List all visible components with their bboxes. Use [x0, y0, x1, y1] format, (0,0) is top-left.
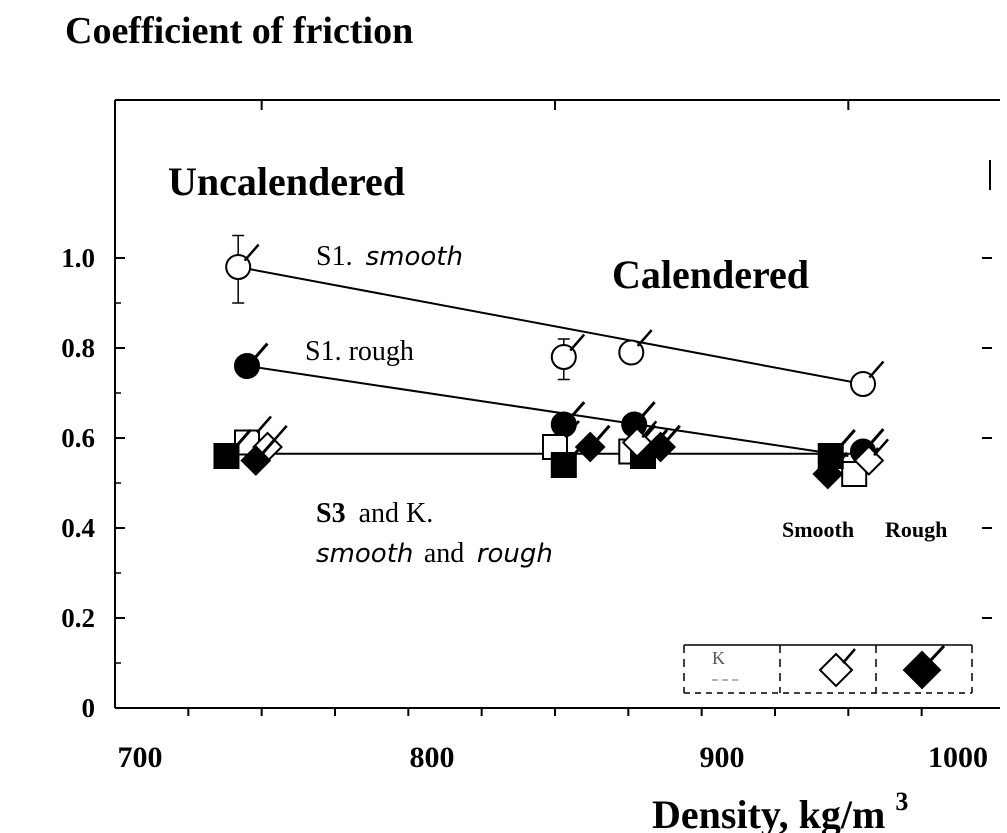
x-axis-tick-labels: 700 800 900 1000 [118, 741, 989, 774]
y-tick-label: 0.6 [61, 423, 95, 453]
data-point-filled-diamond [812, 451, 849, 490]
data-point-filled-diamond [240, 438, 277, 476]
y-axis-ticks [115, 257, 992, 709]
x-tick-label: 800 [410, 741, 455, 774]
data-point-filled-square [213, 429, 252, 469]
uncalendered-label: Uncalendered [168, 159, 405, 204]
data-point-open-circle [225, 243, 260, 280]
legend-open-diamond-icon [818, 648, 856, 688]
legend-k-label: K [712, 648, 725, 668]
x-axis-ticks [187, 100, 923, 716]
y-tick-label: 0.2 [61, 603, 95, 633]
x-tick-label: 900 [700, 741, 745, 774]
data-point-open-diamond [621, 420, 658, 458]
y-tick-label: 1.0 [61, 243, 95, 273]
legend-box [683, 644, 973, 694]
data-point-filled-diamond [574, 424, 611, 463]
data-point-open-diamond [853, 438, 890, 476]
data-point-filled-diamond [645, 424, 681, 463]
data-points [213, 243, 890, 490]
s3-line2-and: and [424, 538, 464, 569]
chart-title: Coefficient of friction [65, 10, 413, 52]
x-axis-label: Density, kg/m 3 [652, 787, 908, 833]
x-tick-label: 1000 [928, 741, 988, 774]
s1-smooth-label-suffix: smooth [366, 242, 463, 272]
y-tick-label: 0 [82, 693, 96, 723]
calendered-label: Calendered [612, 252, 809, 297]
data-point-filled-circle [234, 342, 269, 379]
s3-label-line1: S3 and K. [316, 498, 433, 529]
s1-smooth-label-prefix: S1. [316, 241, 353, 272]
data-point-open-circle [618, 329, 653, 366]
x-axis-label-superscript: 3 [895, 787, 908, 816]
s3-label-rest: and K. [359, 498, 434, 529]
legend-filled-diamond-icon [902, 644, 946, 690]
x-tick-label: 700 [118, 741, 163, 774]
s1-smooth-label: S1. smooth [316, 241, 463, 272]
s1-rough-label: S1. rough [305, 336, 414, 367]
fit-line [246, 365, 849, 457]
s3-label-bold: S3 [316, 498, 346, 529]
s3-line2-smooth: smooth [316, 539, 413, 569]
data-point-open-circle [850, 360, 885, 397]
y-tick-label: 0.4 [61, 513, 95, 543]
y-axis-tick-labels: 0 0.2 0.4 0.6 0.8 1.0 [61, 243, 95, 723]
data-point-open-circle [550, 333, 586, 370]
s3-line2-rough: rough [477, 539, 553, 569]
y-tick-label: 0.8 [61, 333, 95, 363]
data-point-filled-circle [550, 401, 586, 438]
s3-label-line2: smooth and rough [316, 538, 553, 569]
legend-smooth-header: Smooth [782, 517, 854, 542]
x-axis-label-text: Density, kg/m [652, 792, 885, 833]
fit-line [238, 266, 864, 385]
legend-rough-header: Rough [885, 517, 947, 542]
